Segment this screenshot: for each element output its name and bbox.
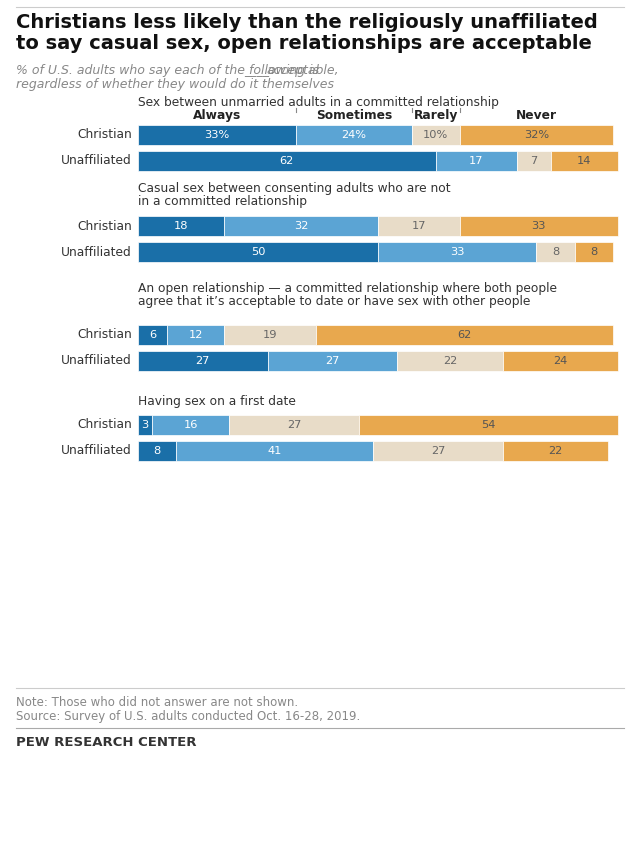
Bar	[575, 242, 613, 262]
Bar	[138, 125, 296, 145]
Text: 6: 6	[149, 330, 156, 340]
Bar	[551, 151, 618, 171]
Text: Having sex on a first date: Having sex on a first date	[138, 395, 296, 408]
Text: Casual sex between consenting adults who are not: Casual sex between consenting adults who…	[138, 182, 451, 195]
Bar	[152, 415, 229, 435]
Text: in a committed relationship: in a committed relationship	[138, 195, 307, 208]
Text: Source: Survey of U.S. adults conducted Oct. 16-28, 2019.: Source: Survey of U.S. adults conducted …	[16, 710, 360, 723]
Bar	[373, 441, 503, 461]
Text: 33: 33	[450, 247, 465, 257]
Text: Never: Never	[516, 109, 557, 122]
Text: 8: 8	[552, 247, 559, 257]
Text: PEW RESEARCH CENTER: PEW RESEARCH CENTER	[16, 736, 196, 749]
Bar	[177, 441, 373, 461]
Bar	[503, 351, 618, 371]
Text: 62: 62	[457, 330, 472, 340]
Bar	[229, 415, 359, 435]
Bar	[536, 242, 575, 262]
Text: 22: 22	[548, 446, 563, 456]
Bar	[378, 242, 536, 262]
Text: Always: Always	[193, 109, 241, 122]
Bar	[359, 415, 618, 435]
Text: 16: 16	[184, 420, 198, 430]
Text: Unaffiliated: Unaffiliated	[61, 355, 132, 368]
Text: Unaffiliated: Unaffiliated	[61, 444, 132, 458]
Text: 3: 3	[141, 420, 149, 430]
Text: 50: 50	[251, 247, 265, 257]
Text: 33%: 33%	[205, 130, 230, 140]
Text: Christian: Christian	[77, 129, 132, 142]
Text: regardless of whether they would do it themselves: regardless of whether they would do it t…	[16, 78, 334, 91]
Bar	[460, 125, 613, 145]
Text: to say casual sex, open relationships are acceptable: to say casual sex, open relationships ar…	[16, 34, 592, 53]
Text: Christian: Christian	[77, 418, 132, 431]
Bar	[268, 351, 397, 371]
Text: 24%: 24%	[342, 130, 367, 140]
Bar	[138, 151, 436, 171]
Text: Note: Those who did not answer are not shown.: Note: Those who did not answer are not s…	[16, 696, 298, 709]
Text: Christians less likely than the religiously unaffiliated: Christians less likely than the religiou…	[16, 13, 598, 32]
Text: 27: 27	[196, 356, 210, 366]
Text: 14: 14	[577, 156, 591, 166]
Bar	[138, 441, 177, 461]
Text: 8: 8	[154, 446, 161, 456]
Bar	[503, 441, 609, 461]
Bar	[138, 351, 268, 371]
Text: 27: 27	[431, 446, 445, 456]
Text: Unaffiliated: Unaffiliated	[61, 246, 132, 259]
Text: 17: 17	[469, 156, 484, 166]
Bar	[412, 125, 460, 145]
Text: 27: 27	[287, 420, 301, 430]
Text: ____: ____	[244, 64, 269, 77]
Text: Unaffiliated: Unaffiliated	[61, 155, 132, 168]
Bar	[138, 325, 167, 345]
Text: 41: 41	[268, 446, 282, 456]
Text: 54: 54	[481, 420, 495, 430]
Bar	[138, 242, 378, 262]
Text: 17: 17	[412, 221, 426, 231]
Text: 27: 27	[325, 356, 340, 366]
Bar	[225, 325, 316, 345]
Text: An open relationship — a committed relationship where both people: An open relationship — a committed relat…	[138, 282, 557, 295]
Text: 10%: 10%	[423, 130, 448, 140]
Text: 33: 33	[532, 221, 546, 231]
Bar	[378, 216, 460, 236]
Bar	[225, 216, 378, 236]
Text: Rarely: Rarely	[413, 109, 458, 122]
Text: 18: 18	[174, 221, 188, 231]
Text: agree that it’s acceptable to date or have sex with other people: agree that it’s acceptable to date or ha…	[138, 295, 531, 308]
Text: 19: 19	[263, 330, 277, 340]
Text: 12: 12	[188, 330, 203, 340]
Bar	[436, 151, 517, 171]
Text: 32%: 32%	[524, 130, 549, 140]
Bar	[517, 151, 551, 171]
Text: Sex between unmarried adults in a committed relationship: Sex between unmarried adults in a commit…	[138, 96, 499, 109]
Bar	[296, 125, 412, 145]
Text: Christian: Christian	[77, 220, 132, 233]
Bar	[138, 216, 225, 236]
Bar	[138, 415, 152, 435]
Bar	[460, 216, 618, 236]
Bar	[316, 325, 613, 345]
Text: Sometimes: Sometimes	[316, 109, 392, 122]
Text: 32: 32	[294, 221, 308, 231]
Text: 24: 24	[553, 356, 568, 366]
Text: 22: 22	[443, 356, 457, 366]
Text: 62: 62	[280, 156, 294, 166]
Text: % of U.S. adults who say each of the following is: % of U.S. adults who say each of the fol…	[16, 64, 319, 77]
Text: 7: 7	[531, 156, 538, 166]
Text: acceptable,: acceptable,	[266, 64, 339, 77]
Text: Christian: Christian	[77, 328, 132, 342]
Bar	[397, 351, 503, 371]
Text: 8: 8	[590, 247, 598, 257]
Bar	[167, 325, 225, 345]
